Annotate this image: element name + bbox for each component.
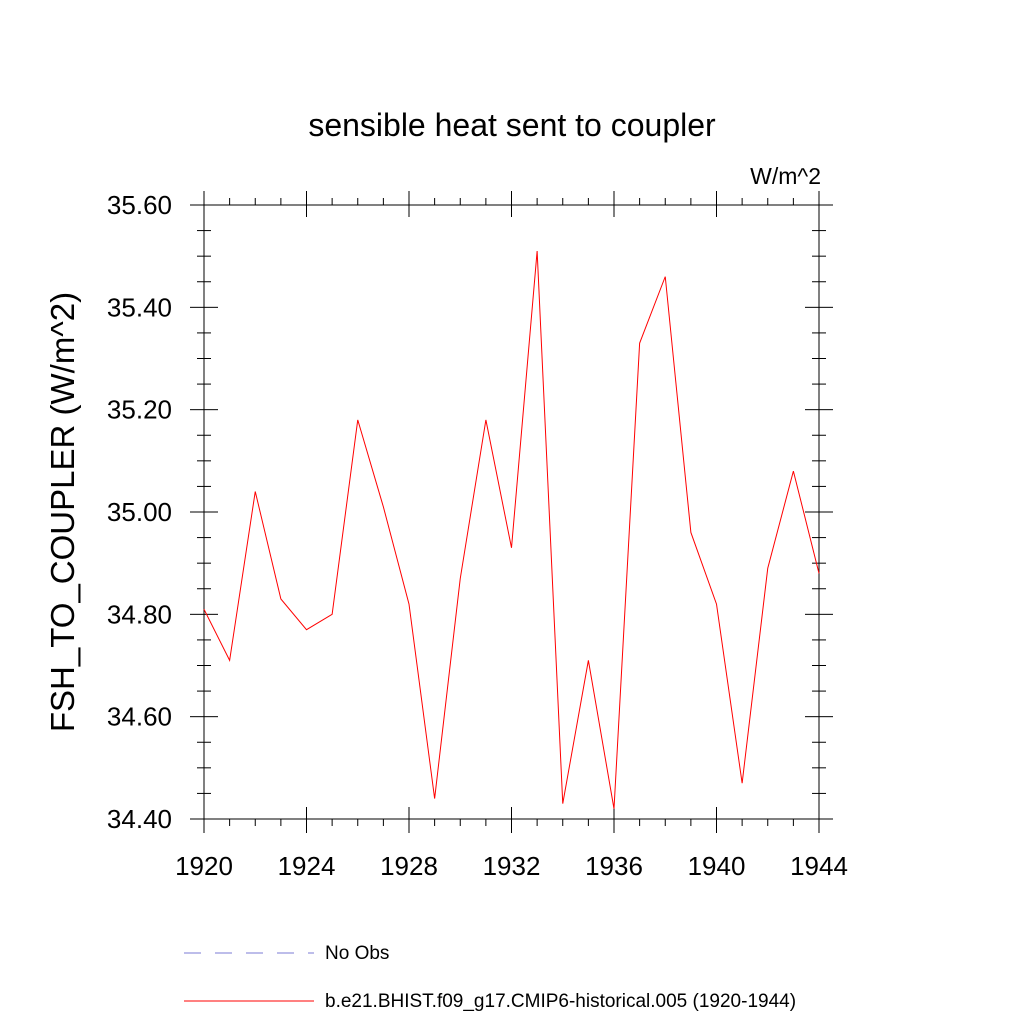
x-tick-label: 1936 [585,851,643,881]
x-tick-labels: 1920 1924 1928 1932 1936 1940 1944 [175,851,848,881]
y-tick-label: 34.40 [107,804,172,834]
y-axis-label: FSH_TO_COUPLER (W/m^2) [44,292,81,732]
series-line-0 [203,251,820,809]
chart-title: sensible heat sent to coupler [308,107,716,143]
plot-frame [203,204,820,820]
axis-ticks [190,191,833,833]
x-tick-label: 1940 [688,851,746,881]
legend-item-model-run: b.e21.BHIST.f09_g17.CMIP6-historical.005… [184,991,796,1012]
legend-label-model-run: b.e21.BHIST.f09_g17.CMIP6-historical.005… [325,991,796,1012]
units-label: W/m^2 [750,163,821,189]
y-tick-label: 34.60 [107,702,172,732]
x-tick-label: 1920 [175,851,233,881]
x-tick-label: 1928 [380,851,438,881]
y-tick-label: 34.80 [107,599,172,629]
legend-item-no-obs: No Obs [184,943,389,964]
series-layer [203,251,820,809]
y-tick-label: 35.60 [107,190,172,220]
x-tick-label: 1944 [790,851,848,881]
y-tick-label: 35.00 [107,497,172,527]
legend-label-no-obs: No Obs [325,943,389,964]
x-tick-label: 1924 [278,851,336,881]
y-tick-label: 35.20 [107,395,172,425]
x-tick-label: 1932 [483,851,541,881]
legend: No Obs b.e21.BHIST.f09_g17.CMIP6-histori… [184,943,796,1012]
y-tick-label: 35.40 [107,292,172,322]
y-tick-labels: 34.40 34.60 34.80 35.00 35.20 35.40 35.60 [107,190,172,834]
